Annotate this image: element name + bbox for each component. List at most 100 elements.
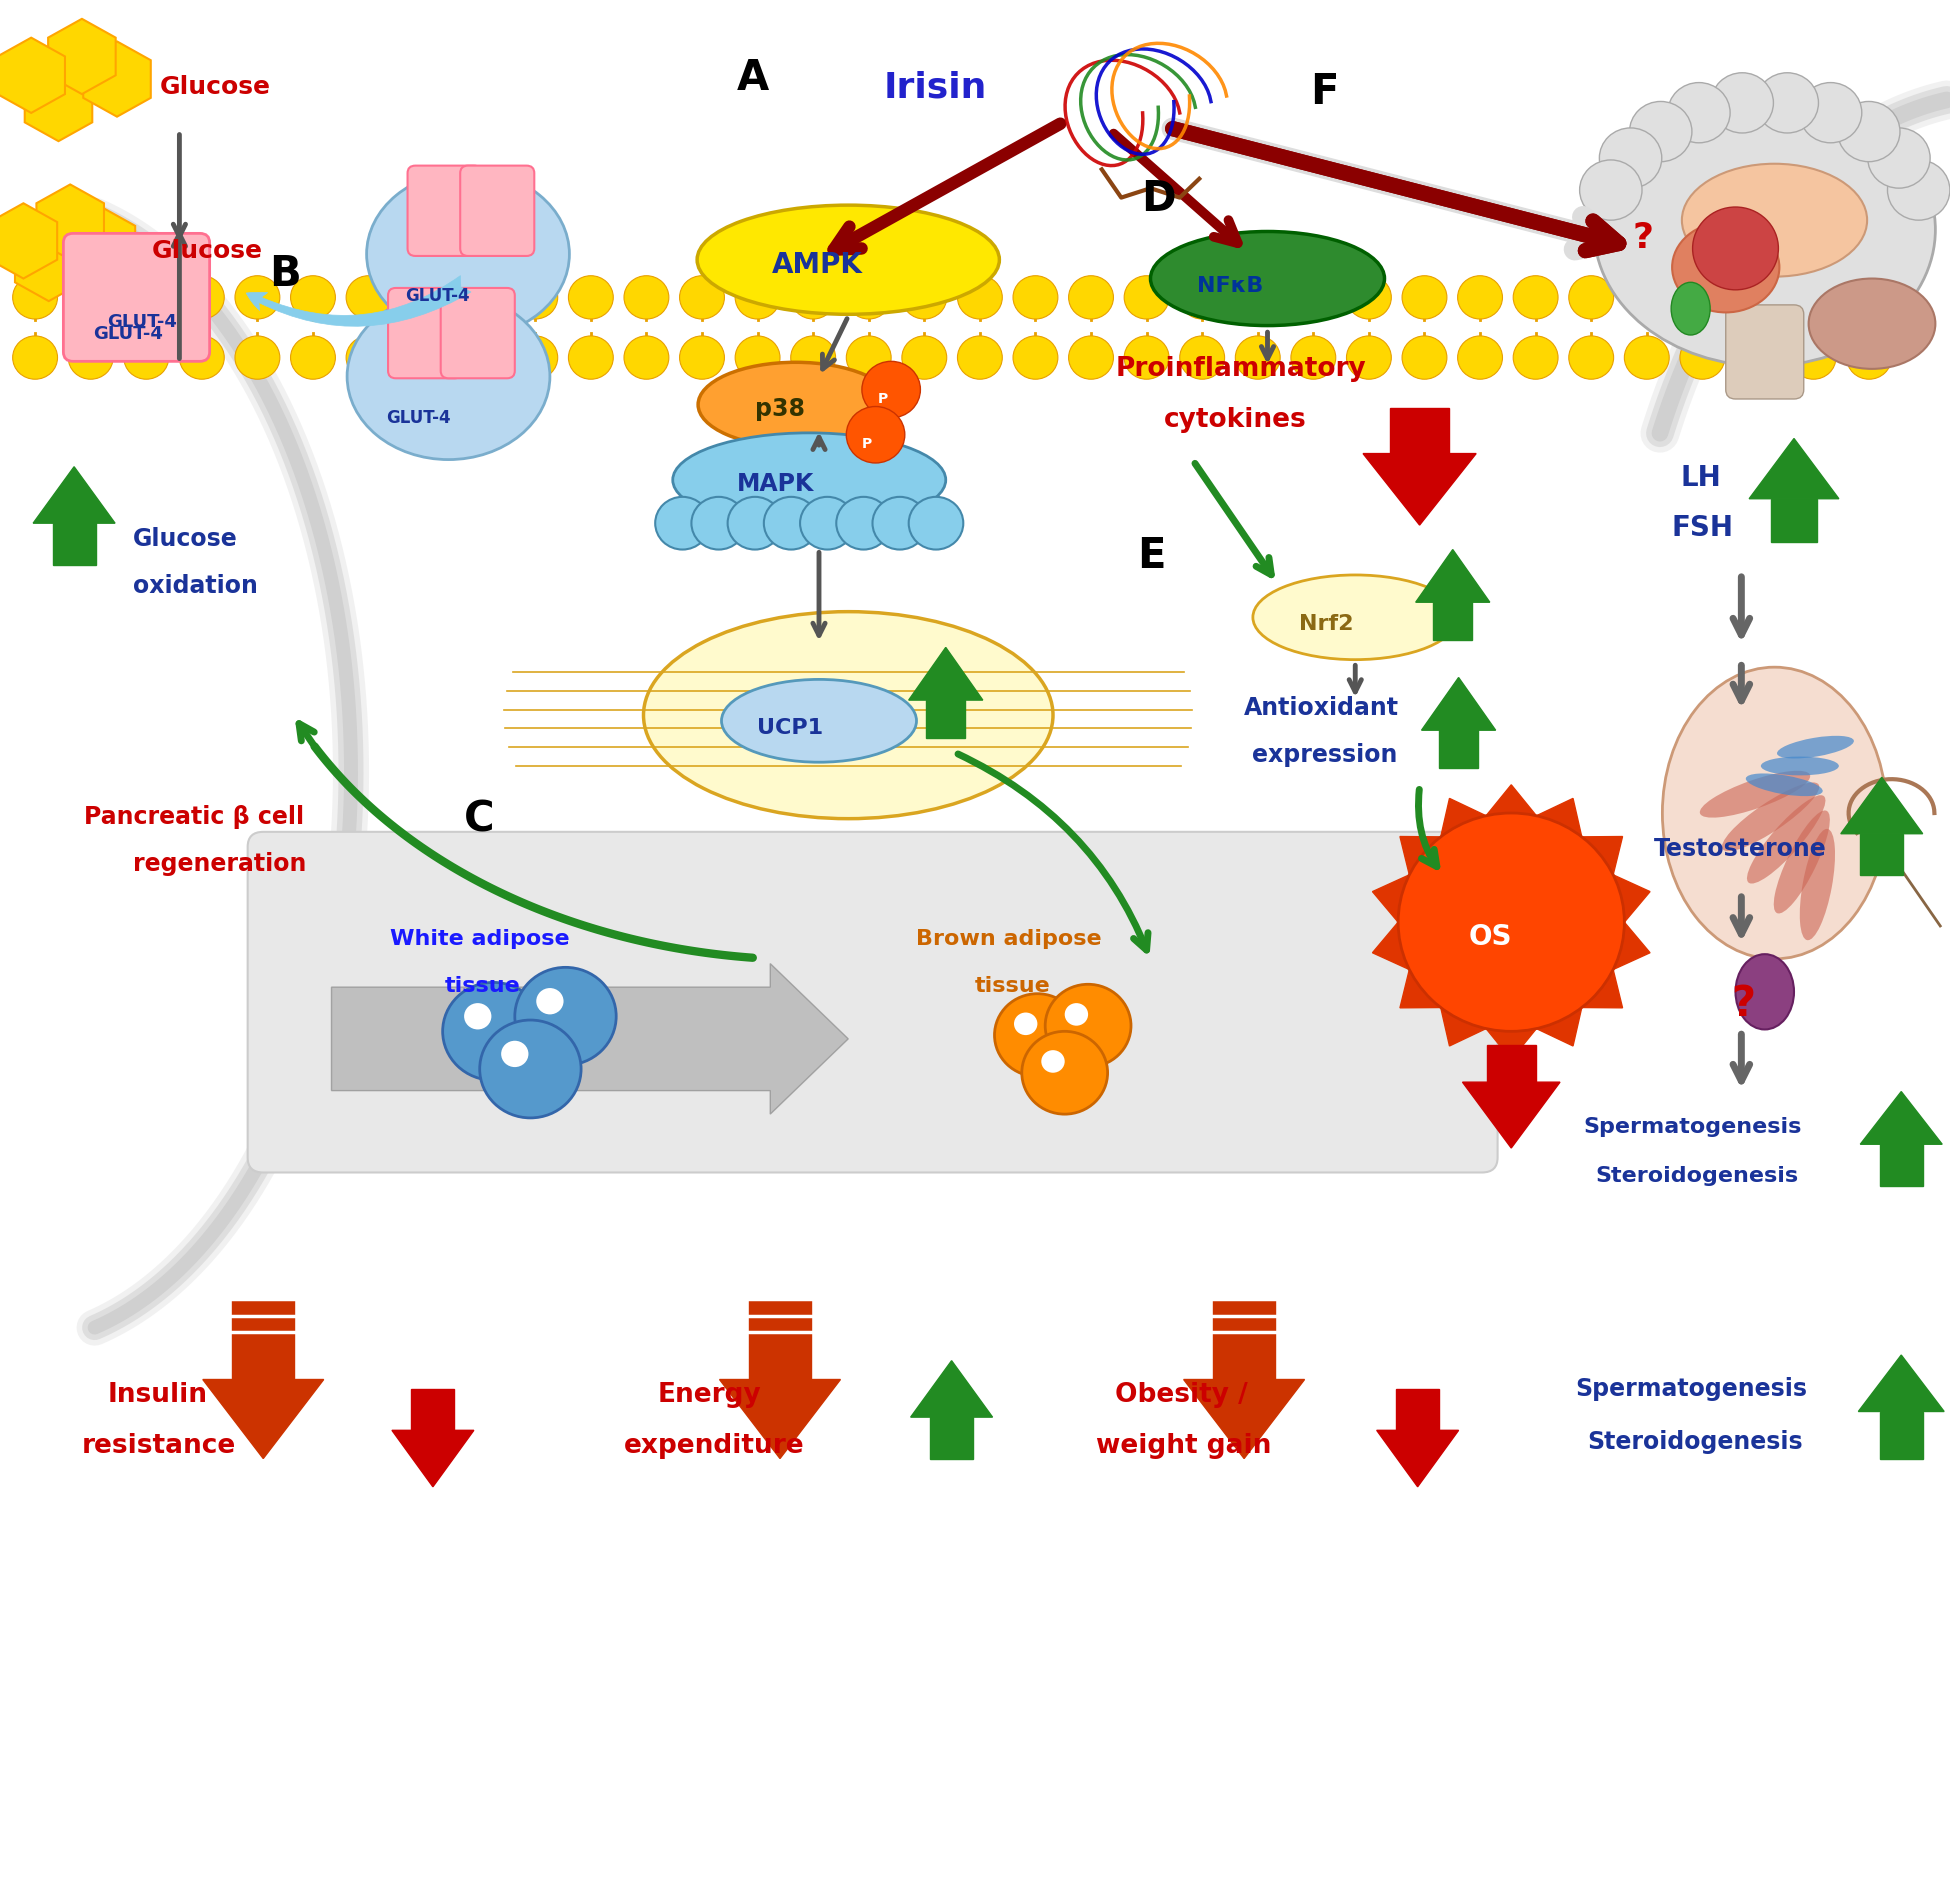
Text: Glucose: Glucose (152, 239, 263, 263)
Circle shape (536, 988, 564, 1014)
Text: E: E (1137, 534, 1166, 578)
Text: Insulin: Insulin (107, 1381, 207, 1408)
Ellipse shape (1513, 275, 1558, 318)
Text: expenditure: expenditure (624, 1432, 805, 1459)
Circle shape (994, 994, 1080, 1077)
Ellipse shape (12, 335, 57, 380)
Polygon shape (720, 1380, 840, 1459)
Ellipse shape (1800, 828, 1835, 941)
Text: UCP1: UCP1 (757, 717, 823, 738)
Ellipse shape (792, 275, 837, 318)
Bar (749, 1299, 811, 1380)
Ellipse shape (1661, 666, 1888, 960)
Circle shape (1710, 73, 1773, 134)
Text: NFκB: NFκB (1197, 275, 1264, 295)
Polygon shape (1537, 1007, 1581, 1046)
Text: Nrf2: Nrf2 (1299, 614, 1353, 634)
Ellipse shape (735, 275, 780, 318)
Text: Proinflammatory: Proinflammatory (1115, 356, 1367, 382)
Circle shape (1065, 1003, 1088, 1026)
Text: D: D (1141, 177, 1176, 220)
Polygon shape (1581, 969, 1622, 1009)
Ellipse shape (1459, 275, 1502, 318)
Polygon shape (1841, 777, 1923, 834)
FancyBboxPatch shape (1726, 305, 1804, 399)
Ellipse shape (1402, 275, 1447, 318)
Polygon shape (911, 1361, 993, 1417)
Text: tissue: tissue (975, 975, 1051, 996)
Polygon shape (1422, 678, 1496, 730)
Circle shape (1045, 984, 1131, 1067)
Text: Glucose: Glucose (133, 527, 238, 551)
Ellipse shape (1236, 335, 1281, 380)
Ellipse shape (569, 335, 614, 380)
Ellipse shape (698, 361, 893, 448)
Polygon shape (1441, 1007, 1486, 1046)
Text: Steroidogenesis: Steroidogenesis (1587, 1430, 1804, 1455)
Ellipse shape (125, 275, 170, 318)
Ellipse shape (1747, 796, 1825, 883)
Text: F: F (1310, 70, 1340, 113)
FancyBboxPatch shape (248, 832, 1498, 1172)
Polygon shape (37, 184, 103, 260)
Ellipse shape (125, 335, 170, 380)
Text: Testosterone: Testosterone (1654, 837, 1827, 862)
Polygon shape (1486, 1029, 1537, 1060)
Circle shape (1630, 102, 1693, 162)
Ellipse shape (1150, 231, 1384, 326)
Ellipse shape (291, 335, 335, 380)
Text: resistance: resistance (82, 1432, 236, 1459)
Text: GLUT-4: GLUT-4 (386, 410, 450, 427)
Ellipse shape (1069, 275, 1113, 318)
Text: p38: p38 (755, 397, 805, 422)
Polygon shape (203, 1380, 324, 1459)
Bar (1390, 408, 1449, 454)
Ellipse shape (1568, 275, 1615, 318)
Circle shape (480, 1020, 581, 1118)
Circle shape (1888, 160, 1950, 220)
Bar (53, 523, 96, 565)
Ellipse shape (1624, 335, 1669, 380)
Text: tissue: tissue (445, 975, 521, 996)
Ellipse shape (681, 335, 725, 380)
Polygon shape (1416, 550, 1490, 602)
Text: Spermatogenesis: Spermatogenesis (1583, 1116, 1802, 1137)
Ellipse shape (1679, 335, 1724, 380)
Polygon shape (1613, 922, 1650, 969)
FancyBboxPatch shape (388, 288, 462, 378)
Text: regeneration: regeneration (133, 853, 306, 877)
Text: Antioxidant: Antioxidant (1244, 696, 1398, 721)
Ellipse shape (513, 335, 558, 380)
Circle shape (846, 407, 905, 463)
Ellipse shape (402, 335, 447, 380)
Text: expression: expression (1252, 743, 1398, 768)
Text: A: A (737, 56, 770, 100)
Ellipse shape (1790, 335, 1837, 380)
Ellipse shape (1513, 335, 1558, 380)
Polygon shape (68, 207, 135, 282)
Ellipse shape (1774, 811, 1829, 913)
Ellipse shape (236, 275, 281, 318)
Ellipse shape (903, 335, 948, 380)
Bar (1880, 1412, 1923, 1459)
Bar (930, 1417, 973, 1459)
Text: GLUT-4: GLUT-4 (94, 326, 164, 343)
Text: Energy: Energy (657, 1381, 761, 1408)
Polygon shape (49, 19, 115, 94)
Ellipse shape (513, 275, 558, 318)
Bar (1439, 730, 1478, 768)
Ellipse shape (1671, 282, 1710, 335)
Circle shape (862, 361, 920, 418)
Bar (1213, 1299, 1275, 1380)
Text: C: C (464, 798, 495, 841)
Polygon shape (33, 467, 115, 523)
Circle shape (1667, 83, 1730, 143)
Ellipse shape (1291, 275, 1336, 318)
Text: MAPK: MAPK (737, 472, 815, 497)
Ellipse shape (957, 275, 1002, 318)
Polygon shape (0, 203, 57, 279)
Ellipse shape (673, 433, 946, 527)
Ellipse shape (1624, 275, 1669, 318)
Ellipse shape (624, 335, 669, 380)
Bar (1488, 1045, 1537, 1082)
